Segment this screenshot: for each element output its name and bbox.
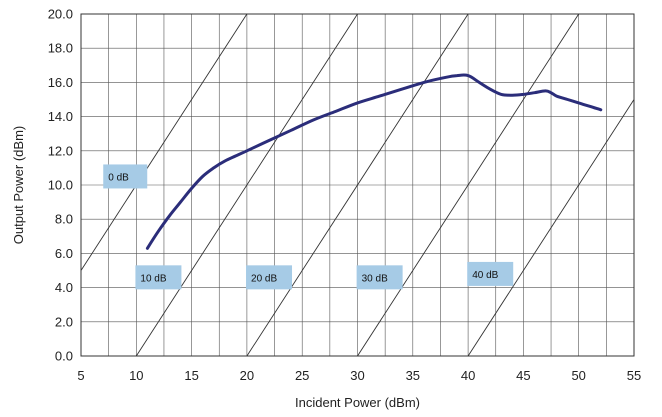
gain-label-text: 10 dB bbox=[140, 273, 166, 284]
gain-label-text: 30 dB bbox=[362, 273, 388, 284]
gain-label: 20 dB bbox=[246, 265, 292, 289]
y-tick-label: 6.0 bbox=[55, 246, 73, 261]
y-tick-label: 0.0 bbox=[55, 349, 73, 364]
y-tick-label: 20.0 bbox=[48, 7, 73, 22]
gain-label: 40 dB bbox=[467, 262, 513, 286]
x-tick-label: 40 bbox=[461, 368, 475, 383]
y-tick-label: 12.0 bbox=[48, 143, 73, 158]
x-tick-label: 15 bbox=[184, 368, 198, 383]
y-tick-label: 14.0 bbox=[48, 109, 73, 124]
y-tick-label: 18.0 bbox=[48, 41, 73, 56]
x-axis-ticks: 5 10 15 20 25 30 35 40 45 50 55 bbox=[77, 368, 641, 383]
y-tick-label: 10.0 bbox=[48, 178, 73, 193]
x-tick-label: 5 bbox=[77, 368, 84, 383]
x-tick-label: 30 bbox=[350, 368, 364, 383]
x-tick-label: 45 bbox=[516, 368, 530, 383]
y-tick-label: 16.0 bbox=[48, 75, 73, 90]
x-tick-label: 20 bbox=[240, 368, 254, 383]
gain-label: 0 dB bbox=[103, 164, 147, 188]
y-axis-title: Output Power (dBm) bbox=[11, 126, 26, 245]
y-tick-label: 4.0 bbox=[55, 280, 73, 295]
series-line bbox=[147, 75, 600, 248]
x-tick-label: 35 bbox=[406, 368, 420, 383]
gain-label-text: 40 dB bbox=[472, 270, 498, 281]
x-tick-label: 50 bbox=[571, 368, 585, 383]
x-tick-label: 55 bbox=[627, 368, 641, 383]
x-tick-label: 10 bbox=[129, 368, 143, 383]
gain-label: 30 dB bbox=[357, 265, 403, 289]
y-tick-label: 8.0 bbox=[55, 212, 73, 227]
gain-label-text: 20 dB bbox=[251, 273, 277, 284]
y-axis-ticks: 0.0 2.0 4.0 6.0 8.0 10.0 12.0 14.0 16.0 18.0 20.0 bbox=[48, 7, 73, 364]
x-tick-label: 25 bbox=[295, 368, 309, 383]
gain-labels: 0 dB 10 dB 20 dB 30 dB 40 dB bbox=[103, 164, 513, 289]
x-axis-title: Incident Power (dBm) bbox=[295, 395, 420, 410]
gain-label-text: 0 dB bbox=[108, 172, 129, 183]
gain-label: 10 dB bbox=[135, 265, 181, 289]
y-tick-label: 2.0 bbox=[55, 314, 73, 329]
